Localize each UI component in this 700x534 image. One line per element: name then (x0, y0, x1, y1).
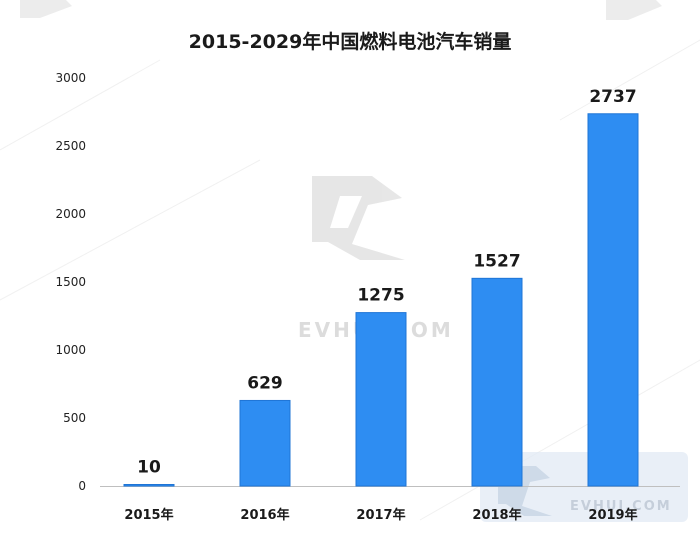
bar (239, 399, 291, 487)
x-tick-label: 2018年 (472, 507, 521, 523)
y-tick-label: 3000 (55, 71, 86, 85)
watermark-corner-icon (606, 0, 662, 20)
x-tick-label: 2019年 (588, 507, 637, 523)
y-tick-label: 0 (78, 479, 86, 493)
y-tick-label: 2000 (55, 207, 86, 221)
data-label: 629 (247, 373, 283, 393)
data-label: 1527 (473, 251, 520, 271)
watermark-badge-text: EVHUI.COM (570, 499, 672, 514)
x-axis: 2015年 2016年 2017年 2018年 2019年 (124, 507, 637, 523)
y-tick-label: 500 (63, 411, 86, 425)
data-label: 10 (137, 458, 161, 478)
bar (471, 277, 523, 487)
y-axis: 0 500 1000 1500 2000 2500 3000 (55, 71, 86, 493)
y-tick-label: 1000 (55, 343, 86, 357)
data-label: 1275 (357, 286, 404, 306)
bar (123, 484, 175, 487)
x-tick-label: 2016年 (240, 507, 289, 523)
data-label: 2737 (589, 87, 636, 107)
watermark-corner-icon (20, 0, 72, 18)
watermark-logo-icon (312, 176, 405, 260)
x-tick-label: 2017年 (356, 507, 405, 523)
bar (587, 113, 639, 487)
bar (355, 312, 407, 487)
x-tick-label: 2015年 (124, 507, 173, 523)
y-tick-label: 2500 (55, 139, 86, 153)
y-tick-label: 1500 (55, 275, 86, 289)
chart-title: 2015-2029年中国燃料电池汽车销量 (189, 30, 512, 53)
bar-series: 10 629 1275 1527 2737 (123, 87, 639, 487)
